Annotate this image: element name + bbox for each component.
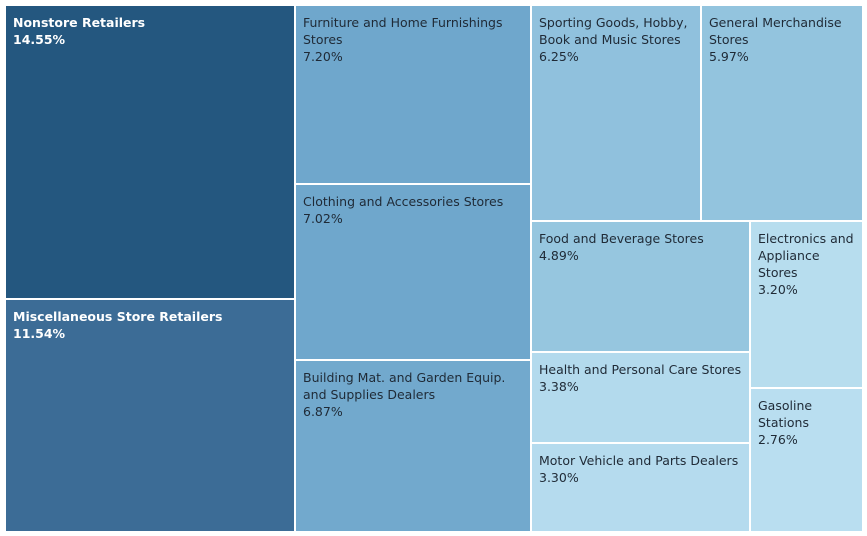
tile-gasoline-stations[interactable]: Gasoline Stations 2.76% <box>750 388 863 532</box>
tile-health-personal-care[interactable]: Health and Personal Care Stores 3.38% <box>531 352 750 443</box>
tile-sporting-goods-hobby-book-music[interactable]: Sporting Goods, Hobby, Book and Music St… <box>531 5 701 221</box>
tile-value: 6.87% <box>303 404 343 419</box>
tile-clothing-accessories[interactable]: Clothing and Accessories Stores 7.02% <box>295 184 531 360</box>
tile-building-materials-garden[interactable]: Building Mat. and Garden Equip. and Supp… <box>295 360 531 532</box>
tile-name: Miscellaneous Store Retailers <box>13 309 223 324</box>
tile-label: Furniture and Home Furnishings Stores 7.… <box>303 14 510 65</box>
tile-value: 7.02% <box>303 211 343 226</box>
tile-value: 14.55% <box>13 32 66 47</box>
tile-value: 5.97% <box>709 49 749 64</box>
tile-label: General Merchandise Stores 5.97% <box>709 14 848 65</box>
tile-motor-vehicle-parts[interactable]: Motor Vehicle and Parts Dealers 3.30% <box>531 443 750 532</box>
tile-label: Miscellaneous Store Retailers 11.54% <box>13 308 288 342</box>
tile-name: Electronics and Appliance Stores <box>758 231 854 280</box>
tile-value: 7.20% <box>303 49 343 64</box>
tile-name: Sporting Goods, Hobby, Book and Music St… <box>539 15 688 47</box>
tile-food-beverage[interactable]: Food and Beverage Stores 4.89% <box>531 221 750 352</box>
tile-name: Building Mat. and Garden Equip. and Supp… <box>303 370 506 402</box>
tile-name: Food and Beverage Stores <box>539 231 704 246</box>
tile-value: 2.76% <box>758 432 798 447</box>
tile-name: Health and Personal Care Stores <box>539 362 742 377</box>
tile-label: Health and Personal Care Stores 3.38% <box>539 361 743 395</box>
tile-label: Nonstore Retailers 14.55% <box>13 14 288 48</box>
tile-name: Clothing and Accessories Stores <box>303 194 504 209</box>
tile-electronics-appliance[interactable]: Electronics and Appliance Stores 3.20% <box>750 221 863 388</box>
tile-furniture-home-furnishings[interactable]: Furniture and Home Furnishings Stores 7.… <box>295 5 531 184</box>
tile-value: 3.38% <box>539 379 579 394</box>
tile-miscellaneous-store-retailers[interactable]: Miscellaneous Store Retailers 11.54% <box>5 299 295 532</box>
tile-value: 3.20% <box>758 282 798 297</box>
tile-name: Gasoline Stations <box>758 398 813 430</box>
tile-general-merchandise[interactable]: General Merchandise Stores 5.97% <box>701 5 863 221</box>
tile-label: Electronics and Appliance Stores 3.20% <box>758 230 856 298</box>
tile-name: Motor Vehicle and Parts Dealers <box>539 453 739 468</box>
tile-label: Sporting Goods, Hobby, Book and Music St… <box>539 14 690 65</box>
tile-value: 3.30% <box>539 470 579 485</box>
tile-nonstore-retailers[interactable]: Nonstore Retailers 14.55% <box>5 5 295 299</box>
tile-name: Nonstore Retailers <box>13 15 146 30</box>
tile-value: 4.89% <box>539 248 579 263</box>
tile-name: Furniture and Home Furnishings Stores <box>303 15 503 47</box>
tile-label: Gasoline Stations 2.76% <box>758 397 832 448</box>
tile-name: General Merchandise Stores <box>709 15 842 47</box>
tile-value: 6.25% <box>539 49 579 64</box>
tile-label: Building Mat. and Garden Equip. and Supp… <box>303 369 512 420</box>
tile-label: Clothing and Accessories Stores 7.02% <box>303 193 524 227</box>
tile-value: 11.54% <box>13 326 66 341</box>
tile-label: Food and Beverage Stores 4.89% <box>539 230 743 264</box>
tile-label: Motor Vehicle and Parts Dealers 3.30% <box>539 452 743 486</box>
